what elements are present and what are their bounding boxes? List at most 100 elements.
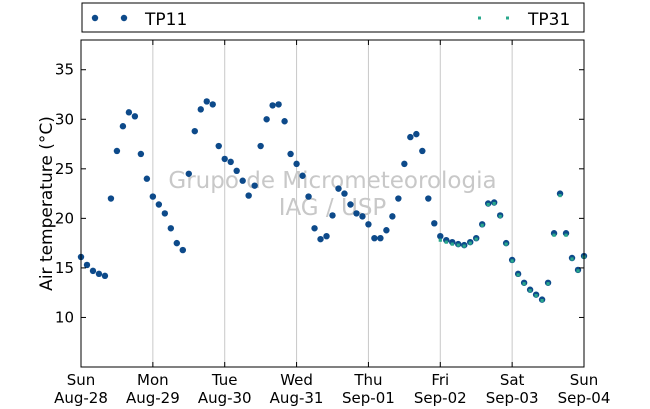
data-point-TP11	[257, 142, 264, 150]
data-point-TP11	[359, 213, 366, 220]
data-point-TP11	[89, 267, 97, 275]
data-point-TP31	[558, 193, 562, 198]
y-axis-title: Air temperature (°C)	[37, 116, 57, 291]
data-point-TP11	[395, 195, 402, 202]
x-tick-label-day: Fri	[431, 371, 449, 389]
data-point-TP11	[155, 201, 163, 208]
legend-marker-TP31	[478, 16, 481, 20]
data-point-TP11	[245, 192, 252, 199]
data-point-TP31	[450, 242, 454, 246]
data-point-TP31	[480, 223, 484, 227]
data-point-TP31	[444, 240, 448, 244]
data-point-TP11	[113, 147, 121, 155]
data-point-TP31	[552, 233, 556, 237]
x-tick-label-day: Mon	[137, 371, 169, 389]
data-point-TP11	[329, 212, 336, 219]
data-point-TP11	[221, 155, 228, 163]
data-point-TP11	[299, 172, 306, 179]
data-point-TP11	[167, 225, 175, 232]
data-point-TP31	[522, 282, 526, 286]
data-point-TP11	[119, 123, 127, 130]
data-point-TP31	[510, 259, 514, 263]
data-point-TP11	[311, 225, 318, 232]
x-tick-label-day: Sat	[500, 371, 525, 389]
data-point-TP11	[131, 113, 139, 120]
data-point-TP11	[425, 195, 432, 202]
data-point-TP11	[293, 160, 300, 168]
x-tick-label-date: Sep-02	[414, 389, 467, 407]
data-point-TP31	[570, 257, 574, 261]
axes: SunAug-28MonAug-29TueAug-30WedAug-31ThuS…	[54, 40, 610, 407]
data-point-TP31	[474, 237, 478, 241]
data-point-TP11	[227, 158, 234, 166]
x-tick-label-day: Sun	[570, 371, 599, 389]
legend-box	[81, 2, 585, 33]
data-point-TP31	[504, 242, 508, 246]
data-point-TP11	[383, 227, 390, 234]
data-point-TP11	[347, 201, 354, 208]
data-point-TP11	[341, 190, 348, 197]
series-TP31	[438, 193, 586, 303]
data-point-TP11	[233, 167, 240, 174]
data-point-TP11	[239, 177, 246, 184]
data-point-TP31	[486, 202, 490, 207]
data-point-TP11	[173, 239, 181, 247]
x-tick-label-date: Sep-04	[558, 389, 611, 407]
data-point-TP11	[431, 220, 438, 227]
plot-frame	[80, 39, 585, 368]
data-point-TP31	[528, 289, 532, 293]
data-point-TP11	[281, 118, 288, 125]
data-point-TP11	[413, 130, 420, 138]
x-tick-label-date: Aug-29	[126, 389, 180, 407]
data-point-TP31	[576, 269, 580, 273]
x-tick-label-day: Thu	[353, 371, 382, 389]
data-point-TP31	[540, 299, 544, 303]
data-point-TP31	[468, 241, 472, 245]
legend-marker-TP11	[120, 14, 128, 22]
data-point-TP11	[143, 175, 151, 182]
x-tick-label-day: Sun	[67, 371, 96, 389]
data-point-TP11	[287, 150, 294, 158]
legend: TP11 TP31	[81, 2, 585, 33]
data-point-TP31	[516, 273, 520, 277]
data-point-TP11	[161, 210, 169, 217]
x-tick-label-day: Wed	[280, 371, 313, 389]
data-point-TP31	[438, 238, 442, 242]
data-point-TP11	[317, 235, 324, 243]
data-point-TP11	[125, 109, 133, 116]
y-tick-label: 10	[55, 308, 74, 326]
data-point-TP11	[389, 213, 396, 220]
y-tick-label: 25	[55, 160, 74, 178]
watermark-line: Grupo de Micrometeorologia	[168, 168, 496, 194]
data-point-TP11	[263, 116, 270, 123]
data-point-TP31	[492, 201, 496, 206]
data-point-TP11	[101, 272, 109, 280]
y-tick-label: 35	[55, 61, 74, 79]
legend-label-TP31: TP31	[527, 10, 570, 30]
data-point-TP31	[498, 214, 502, 218]
vertical-gridlines	[152, 40, 513, 367]
data-point-TP11	[275, 101, 282, 108]
data-point-TP31	[534, 294, 538, 298]
data-point-TP11	[191, 127, 198, 135]
data-point-TP11	[407, 133, 414, 141]
data-point-TP11	[371, 234, 378, 242]
data-point-TP31	[456, 243, 460, 247]
data-point-TP31	[546, 282, 550, 286]
data-point-TP11	[401, 160, 408, 168]
x-tick-label-date: Aug-28	[54, 389, 108, 407]
data-point-TP11	[305, 193, 312, 200]
x-tick-label-day: Tue	[211, 371, 238, 389]
data-point-TP11	[107, 195, 115, 202]
data-point-TP11	[353, 210, 360, 217]
data-point-TP11	[137, 150, 145, 158]
data-point-TP11	[197, 106, 204, 113]
x-tick-label-date: Aug-31	[270, 389, 324, 407]
data-point-TP11	[365, 221, 372, 228]
y-tick-label: 15	[55, 259, 74, 277]
data-points	[77, 98, 588, 303]
data-point-TP11	[209, 101, 216, 108]
data-point-TP31	[462, 244, 466, 248]
x-tick-label-date: Sep-03	[486, 389, 539, 407]
